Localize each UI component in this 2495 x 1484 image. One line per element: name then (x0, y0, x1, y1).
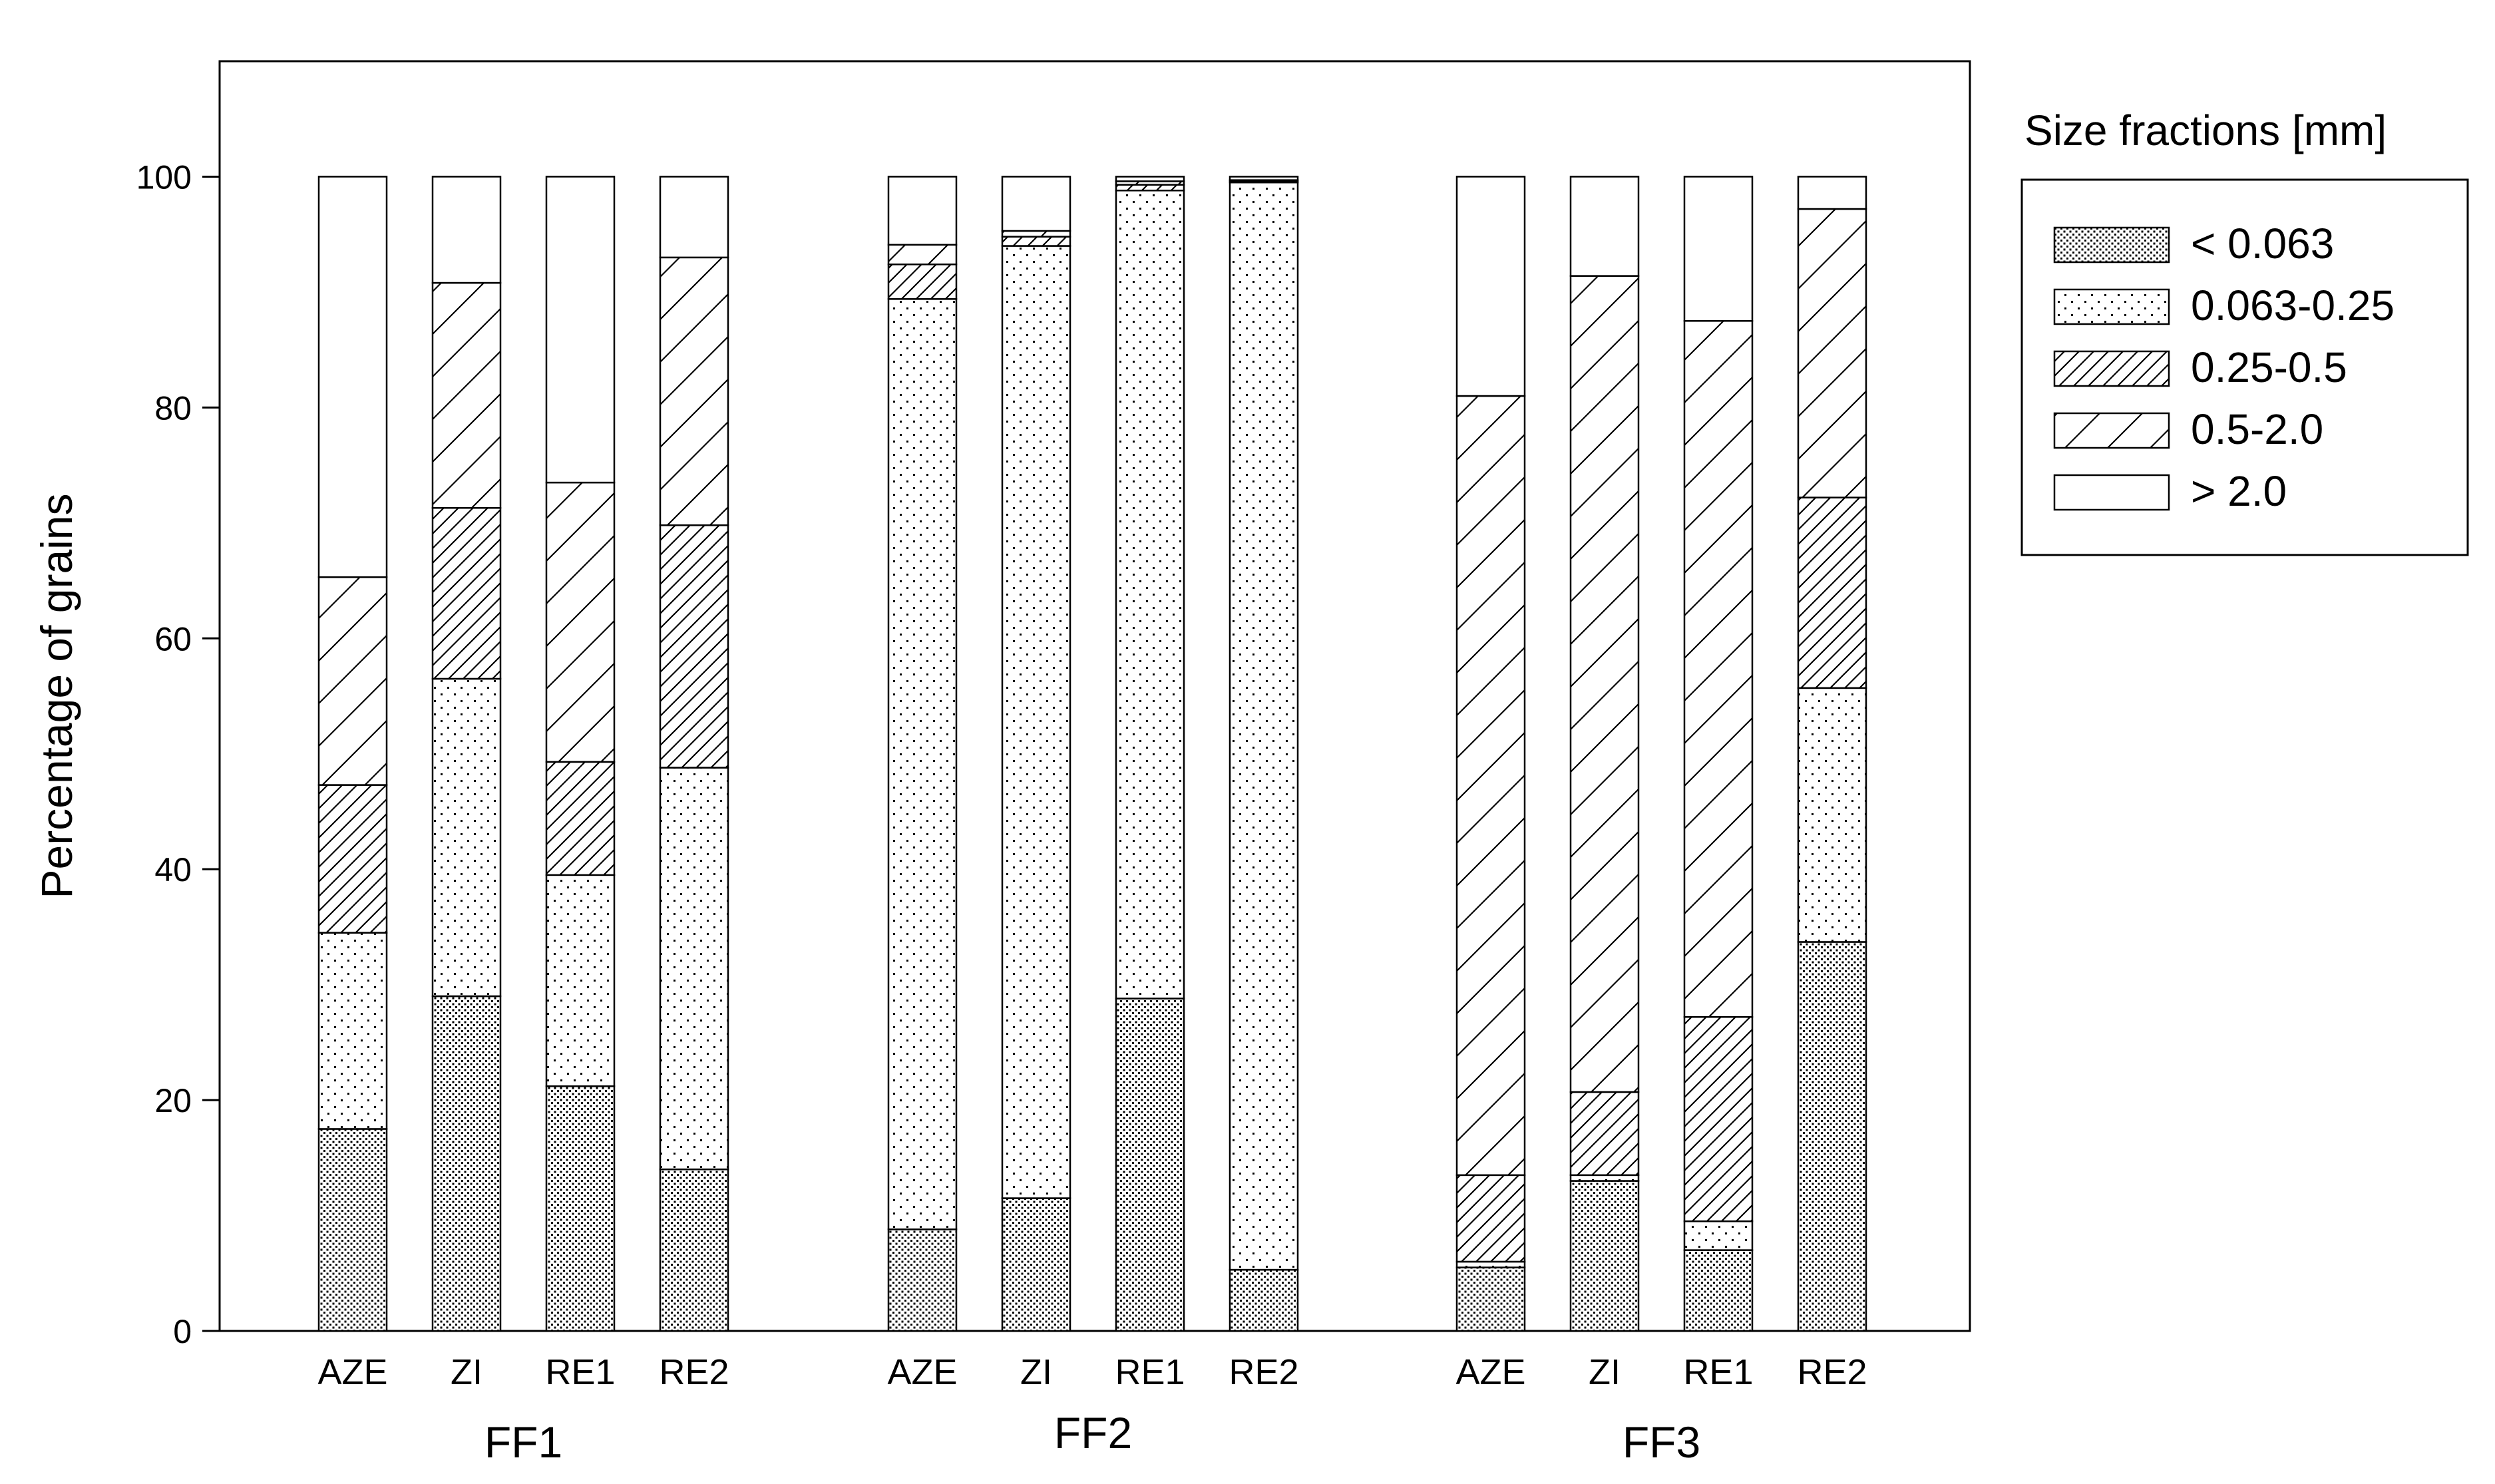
legend-label: 0.5-2.0 (2191, 405, 2323, 453)
bar-segment (431, 677, 502, 998)
group-label: FF3 (1623, 1417, 1700, 1467)
bar-segment (1683, 1016, 1754, 1222)
x-axis: AZE ZI RE1 RE2 FF1 AZE ZI RE1 RE2 FF2 AZE ZI RE1 RE2 F… (317, 1352, 1867, 1467)
bar-segment (1115, 176, 1185, 182)
bar-segment (1455, 395, 1526, 1177)
bar-segment (659, 524, 729, 769)
legend-label: 0.063-0.25 (2191, 281, 2395, 329)
x-tick-label: ZI (1589, 1352, 1621, 1392)
x-tick-label: RE1 (1115, 1352, 1185, 1392)
bar-segment (1455, 1260, 1526, 1268)
legend-swatch (2053, 226, 2170, 264)
y-tick-label: 100 (136, 158, 192, 196)
bar-segment (887, 264, 958, 300)
bar-segment (1683, 1220, 1754, 1251)
x-tick-label: ZI (1020, 1352, 1052, 1392)
legend-label: > 2.0 (2191, 467, 2287, 515)
x-tick-label: ZI (451, 1352, 482, 1392)
bar-segment (1683, 320, 1754, 1018)
plot-frame (218, 60, 1971, 1332)
y-tick-label: 80 (154, 389, 192, 427)
bar-segment (1455, 176, 1526, 397)
bar-segment (1797, 176, 1867, 210)
bar-segment (1797, 208, 1867, 498)
y-tick-label: 40 (154, 851, 192, 888)
legend-items: < 0.063 0.063-0.25 0.25-0.5 0.5-2.0 > 2.0 (2053, 220, 2395, 515)
bar-segment (1455, 1266, 1526, 1332)
bar-segment (887, 1228, 958, 1332)
legend-swatch (2053, 288, 2170, 325)
legend-swatch (2053, 474, 2170, 511)
bar-segment (431, 176, 502, 284)
group-label: FF1 (484, 1417, 562, 1467)
legend-title: Size fractions [mm] (2024, 106, 2387, 154)
bar-segment (659, 1168, 729, 1332)
bar-segment (545, 761, 616, 876)
y-axis: 0 20 40 60 80 100 (136, 158, 220, 1350)
bar-segment (1455, 1174, 1526, 1263)
x-tick-label: AZE (1455, 1352, 1525, 1392)
legend-label: < 0.063 (2191, 220, 2334, 268)
bar-segment (887, 244, 958, 266)
y-tick-label: 20 (154, 1082, 192, 1119)
bar-segment (1569, 275, 1640, 1093)
bar-segment (317, 176, 388, 578)
bar-segment (1115, 190, 1185, 1000)
bar-segment (545, 874, 616, 1087)
bar-segment (1229, 176, 1299, 181)
group-label: FF2 (1054, 1408, 1132, 1457)
bar-segment (1569, 1180, 1640, 1332)
legend-swatch (2053, 350, 2170, 387)
bar-segment (1797, 687, 1867, 943)
bar-segment (317, 784, 388, 934)
bar-segment (1229, 181, 1299, 1271)
x-tick-label: RE1 (545, 1352, 615, 1392)
y-axis-label: Percentage of grains (32, 493, 81, 898)
y-tick-label: 60 (154, 620, 192, 657)
bar-segment (317, 1128, 388, 1332)
bar-segment (1001, 176, 1071, 232)
x-tick-label: RE2 (659, 1352, 729, 1392)
bar-segment (431, 281, 502, 509)
bar-segment (1001, 245, 1071, 1199)
bar-segment (887, 176, 958, 246)
bar-segment (431, 995, 502, 1332)
bar-segment (1001, 230, 1071, 238)
bar-segment (659, 176, 729, 259)
x-tick-label: RE2 (1797, 1352, 1867, 1392)
bar-segment (431, 507, 502, 680)
bar-segment (317, 576, 388, 786)
bar-segment (1001, 236, 1071, 247)
bar-segment (1683, 176, 1754, 322)
bar-segment (545, 1085, 616, 1332)
bar-segment (1115, 998, 1185, 1332)
bar-segment (1229, 1268, 1299, 1332)
bar-segment (1683, 1249, 1754, 1332)
x-tick-label: AZE (317, 1352, 387, 1392)
bar-segment (1797, 496, 1867, 689)
bar-segment (659, 256, 729, 526)
bar-segment (1569, 1091, 1640, 1177)
bar-segment (545, 481, 616, 763)
legend-swatch (2053, 412, 2170, 449)
bars (317, 176, 1867, 1332)
bar-segment (887, 298, 958, 1230)
bar-segment (317, 932, 388, 1130)
bar-segment (1115, 184, 1185, 192)
legend-label: 0.25-0.5 (2191, 343, 2347, 391)
x-tick-label: RE1 (1683, 1352, 1753, 1392)
x-tick-label: RE2 (1229, 1352, 1298, 1392)
bar-segment (545, 176, 616, 484)
bar-segment (1569, 176, 1640, 277)
legend-box (2020, 178, 2469, 556)
bar-segment (1797, 941, 1867, 1332)
bar-segment (1001, 1197, 1071, 1332)
x-tick-label: AZE (887, 1352, 957, 1392)
bar-segment (1569, 1174, 1640, 1182)
bar-segment (659, 767, 729, 1171)
y-tick-label: 0 (173, 1313, 192, 1350)
